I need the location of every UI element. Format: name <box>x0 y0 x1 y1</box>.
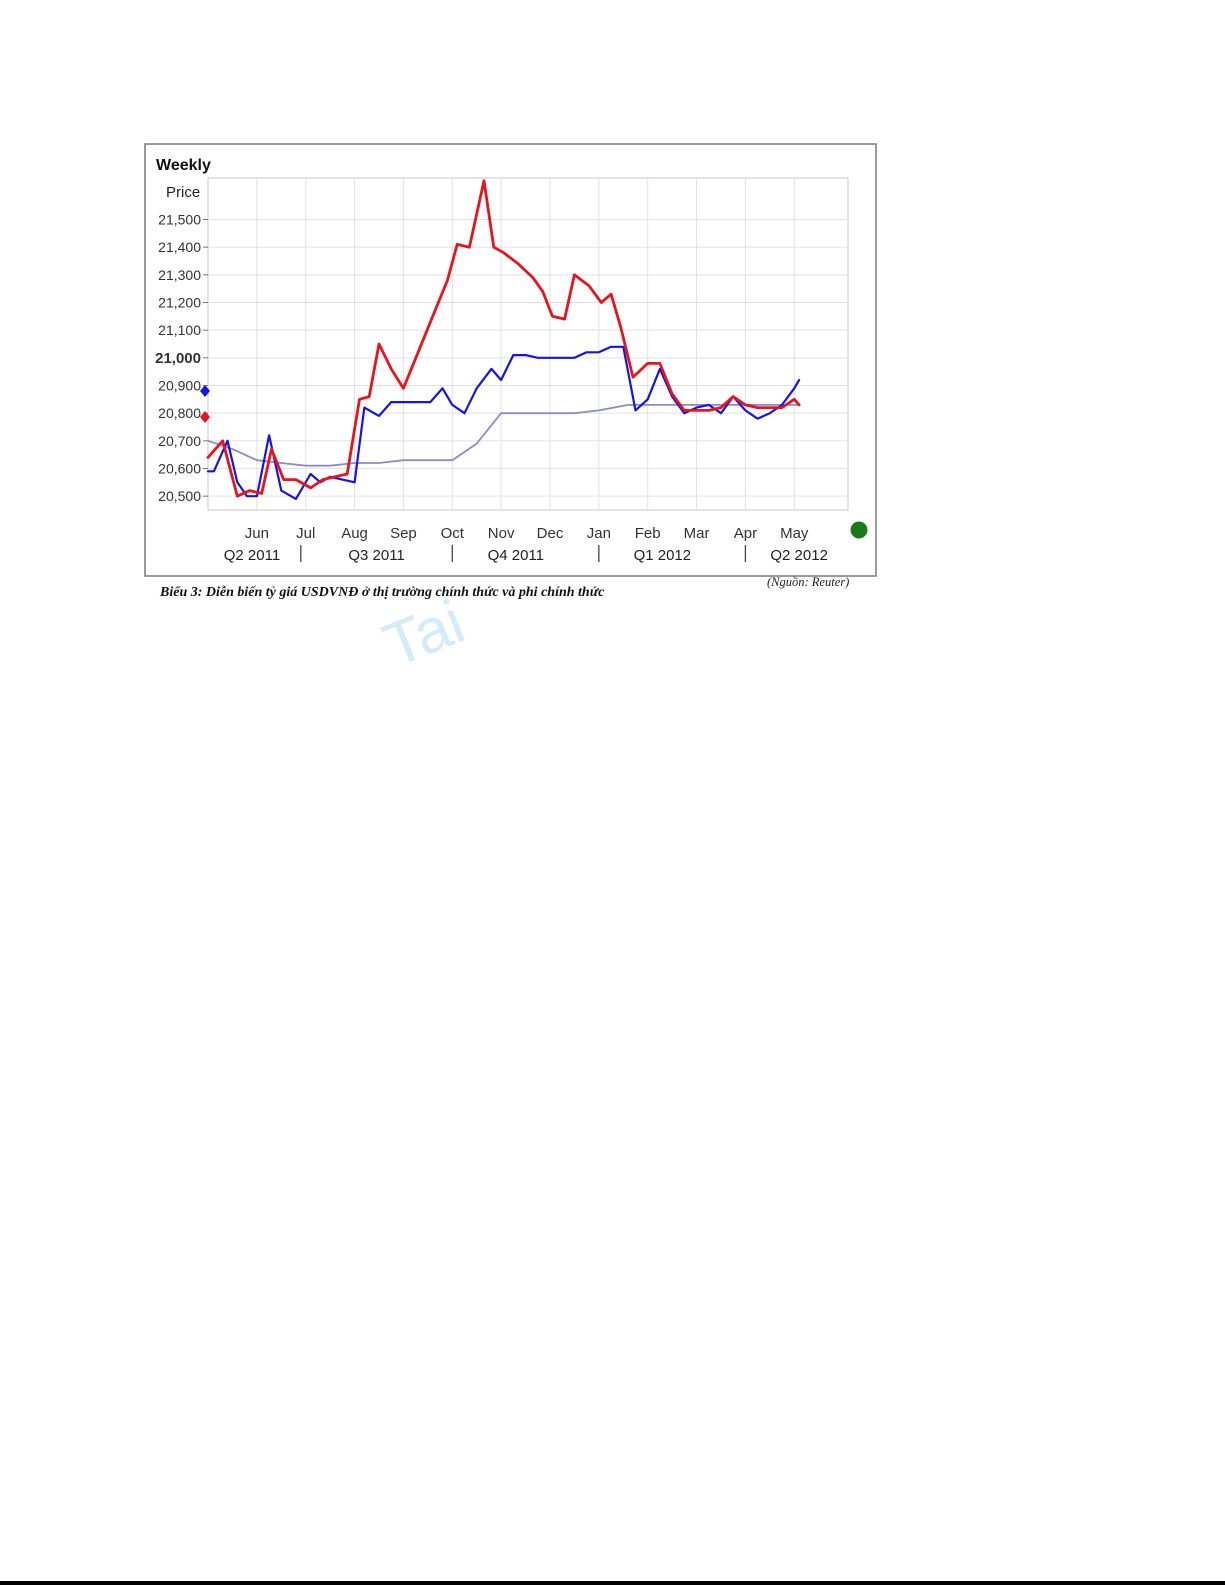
x-tick-label: Mar <box>684 525 710 542</box>
y-axis-title: Price <box>166 184 200 201</box>
x-tick-label: Aug <box>341 525 368 542</box>
page-bottom-rule <box>0 1581 1225 1585</box>
quarter-label: Q1 2012 <box>634 547 692 564</box>
y-tick-label: 21,200 <box>158 295 201 311</box>
x-tick-label: Jun <box>245 525 269 542</box>
y-tick-label: 20,900 <box>158 378 201 394</box>
x-tick-label: Apr <box>734 525 757 542</box>
red-price-marker-icon <box>200 411 210 423</box>
x-tick-label: May <box>780 525 809 542</box>
y-tick-label: 21,100 <box>158 322 201 338</box>
quarter-label: Q3 2011 <box>348 547 404 564</box>
y-tick-label: 21,500 <box>158 212 201 228</box>
quarter-label: Q2 2011 <box>224 547 280 564</box>
x-tick-label: Sep <box>390 525 417 542</box>
watermark-text: Tai <box>374 587 473 681</box>
x-tick-label: Dec <box>537 525 564 542</box>
y-tick-label: 21,400 <box>158 239 201 255</box>
series-line <box>207 403 800 467</box>
figure-caption: Biểu 3: Diễn biến tỷ giá USDVNĐ ở thị tr… <box>159 585 605 600</box>
y-tick-label: 20,500 <box>158 488 201 504</box>
x-tick-label: Jan <box>587 525 611 542</box>
y-tick-label: 21,000 <box>155 350 201 367</box>
grid-lines <box>208 178 848 510</box>
series-layer <box>206 179 801 500</box>
chart-title: Weekly <box>156 157 211 174</box>
y-tick-label: 20,700 <box>158 433 201 449</box>
quarter-label: Q2 2012 <box>770 547 828 564</box>
y-tick-label: 20,600 <box>158 461 201 477</box>
x-tick-label: Nov <box>488 525 515 542</box>
x-tick-label: Feb <box>635 525 661 542</box>
quarter-label: Q4 2011 <box>488 547 544 564</box>
blue-price-marker-icon <box>200 385 210 397</box>
series-line <box>206 345 801 500</box>
green-status-dot-icon <box>850 521 868 539</box>
x-tick-label: Jul <box>296 525 315 542</box>
x-tick-label: Oct <box>441 525 465 542</box>
figure-source: (Nguồn: Reuter) <box>767 575 849 589</box>
series-line <box>206 179 801 498</box>
y-tick-label: 21,300 <box>158 267 201 283</box>
y-tick-label: 20,800 <box>158 405 201 421</box>
x-axis: Jun Jul Aug Sep Oct Nov Dec Jan Feb Mar Apr May Q2 2… <box>224 525 828 564</box>
y-axis: 20,500 20,600 20,700 20,800 20,900 21,000 21,1… <box>155 212 208 504</box>
plot-area <box>207 177 849 511</box>
